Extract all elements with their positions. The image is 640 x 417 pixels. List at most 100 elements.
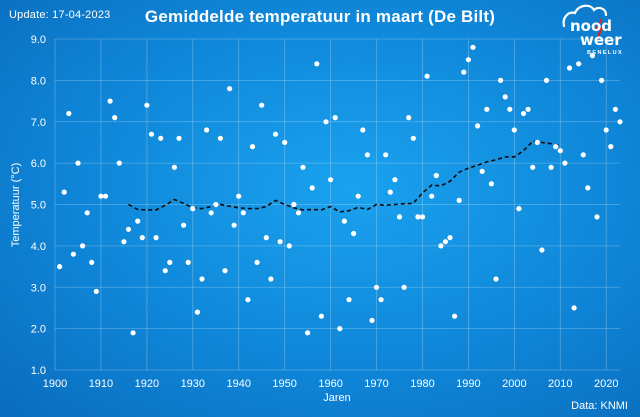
data-point: [332, 115, 338, 121]
data-point: [300, 164, 306, 170]
data-point: [548, 164, 554, 170]
data-point: [465, 57, 471, 63]
data-point: [387, 189, 393, 195]
data-point: [429, 193, 435, 199]
x-tick-label: 1920: [135, 378, 159, 390]
data-point: [341, 218, 347, 224]
data-point: [98, 193, 104, 199]
data-point: [456, 197, 462, 203]
data-point: [295, 210, 302, 216]
data-point: [144, 102, 150, 108]
data-point: [617, 119, 623, 125]
data-point: [272, 131, 279, 137]
data-point: [493, 276, 499, 282]
data-point: [328, 177, 334, 183]
data-point: [263, 235, 269, 241]
data-point: [438, 243, 444, 249]
logo-text-line1: nood: [570, 17, 613, 35]
data-point: [249, 144, 256, 150]
data-point: [378, 297, 384, 303]
data-point: [475, 123, 481, 129]
data-point: [419, 214, 426, 220]
data-point: [392, 177, 398, 183]
data-point: [599, 77, 605, 83]
data-point: [488, 181, 494, 187]
y-axis-label: Temperatuur (°C): [10, 163, 22, 247]
data-point: [61, 189, 67, 195]
data-point: [461, 69, 467, 75]
data-point: [130, 330, 136, 336]
data-point: [70, 251, 76, 257]
data-point: [236, 193, 242, 199]
data-point: [608, 144, 614, 150]
data-point: [171, 164, 177, 170]
data-point: [89, 259, 95, 265]
data-point: [571, 305, 577, 311]
y-tick-label: 9.0: [31, 34, 46, 46]
data-point: [102, 193, 109, 199]
data-point: [190, 206, 196, 212]
data-point: [162, 268, 168, 274]
data-point: [442, 239, 448, 245]
data-point: [80, 243, 86, 249]
data-point: [410, 135, 416, 141]
data-point: [268, 276, 274, 282]
data-point: [222, 268, 228, 274]
y-tick-label: 5.0: [31, 200, 46, 212]
data-point: [553, 144, 559, 150]
data-point: [314, 61, 320, 67]
data-point: [566, 65, 573, 71]
data-point: [57, 264, 63, 270]
data-point: [534, 139, 540, 145]
data-point: [520, 110, 527, 117]
x-axis-label: Jaren: [323, 392, 351, 404]
data-point: [116, 160, 122, 166]
x-tick-label: 1970: [364, 378, 388, 390]
y-tick-label: 8.0: [31, 75, 46, 87]
data-point: [153, 235, 159, 241]
noodweer-logo: nood weer BENELUX: [560, 2, 636, 58]
y-tick-label: 2.0: [31, 324, 46, 336]
data-point: [167, 259, 173, 265]
data-source: Data: KNMI: [571, 400, 628, 412]
data-point: [543, 77, 550, 83]
data-point: [539, 247, 545, 253]
grid: [54, 38, 620, 371]
data-point: [84, 210, 90, 216]
y-tick-label: 3.0: [31, 282, 46, 294]
data-point: [447, 235, 453, 241]
data-point: [291, 201, 297, 208]
data-point: [245, 297, 251, 303]
data-point: [199, 276, 205, 282]
data-point: [364, 152, 370, 158]
data-point: [360, 127, 366, 133]
data-point: [576, 61, 582, 67]
trend-line: [128, 140, 561, 213]
data-point: [309, 185, 315, 191]
data-point: [240, 210, 246, 216]
data-point: [479, 168, 485, 174]
data-point: [525, 106, 531, 112]
data-point: [176, 135, 182, 141]
data-point: [181, 222, 187, 228]
data-point: [396, 214, 403, 220]
data-point: [185, 259, 191, 265]
data-point: [580, 152, 586, 158]
data-point: [112, 115, 118, 121]
x-tick-label: 1980: [410, 378, 434, 390]
data-point: [502, 94, 508, 100]
y-tick-label: 7.0: [31, 117, 46, 129]
x-tick-label: 1950: [272, 378, 296, 390]
x-tick-label: 2010: [548, 378, 572, 390]
data-point: [286, 243, 292, 249]
y-tick-label: 4.0: [31, 241, 46, 253]
update-date: Update: 17-04-2023: [9, 9, 111, 21]
data-point: [75, 160, 81, 166]
data-point: [213, 201, 219, 208]
logo-benelux: BENELUX: [587, 50, 624, 56]
data-point: [148, 131, 155, 137]
data-point: [452, 313, 458, 319]
data-point: [254, 259, 260, 265]
